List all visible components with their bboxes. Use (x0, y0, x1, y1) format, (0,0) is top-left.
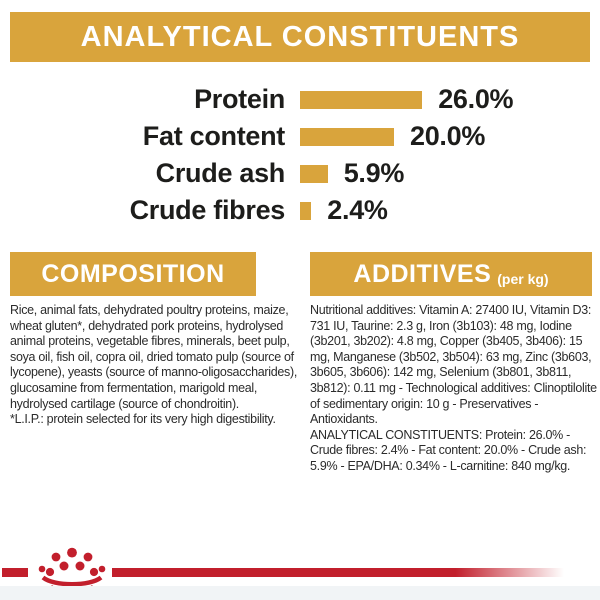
chart-category-label: Crude fibres (129, 195, 286, 225)
chart-category-label: Fat content (142, 121, 286, 151)
composition-text: Rice, animal fats, dehydrated poultry pr… (10, 303, 300, 428)
additives-nutritional: Nutritional additives: Vitamin A: 27400 … (310, 303, 597, 427)
footer-rule-line (112, 568, 564, 577)
additives-analytical-constituents: ANALYTICAL CONSTITUENTS: Protein: 26.0% … (310, 427, 587, 473)
composition-heading: COMPOSITION (41, 259, 225, 288)
chart-value-label: 2.4% (327, 195, 388, 225)
chart-value-label: 5.9% (343, 158, 405, 188)
chart-value-label: 26.0% (438, 84, 514, 114)
chart-row-protein: Protein 26.0% (0, 81, 600, 118)
chart-row-crude-fibres: Crude fibres 2.4% (0, 192, 600, 229)
additives-heading-banner: ADDITIVES (per kg) (310, 252, 592, 296)
chart-bar (300, 164, 328, 183)
composition-body: Rice, animal fats, dehydrated poultry pr… (10, 303, 298, 411)
chart-bar (300, 90, 423, 109)
chart-category-label: Crude ash (155, 158, 286, 188)
additives-heading: ADDITIVES (353, 259, 492, 288)
chart-bar (300, 127, 394, 146)
additives-text: Nutritional additives: Vitamin A: 27400 … (310, 303, 598, 475)
chart-row-crude-ash: Crude ash 5.9% (0, 155, 600, 192)
analytical-constituents-banner: ANALYTICAL CONSTITUENTS (10, 12, 590, 62)
composition-footnote: *L.I.P.: protein selected for its very h… (10, 412, 276, 427)
chart-bar (300, 201, 312, 220)
composition-heading-banner: COMPOSITION (10, 252, 256, 296)
analytical-constituents-title: ANALYTICAL CONSTITUENTS (80, 20, 520, 53)
chart-value-label: 20.0% (410, 121, 486, 151)
footer-left-dash (2, 568, 28, 577)
chart-category-label: Protein (194, 84, 285, 114)
additives-heading-suffix: (per kg) (497, 271, 549, 287)
chart-row-fat-content: Fat content 20.0% (0, 118, 600, 155)
analytical-constituents-chart: Protein 26.0% Fat content 20.0% Crude as… (0, 81, 600, 229)
bottom-edge-strip (0, 586, 600, 600)
